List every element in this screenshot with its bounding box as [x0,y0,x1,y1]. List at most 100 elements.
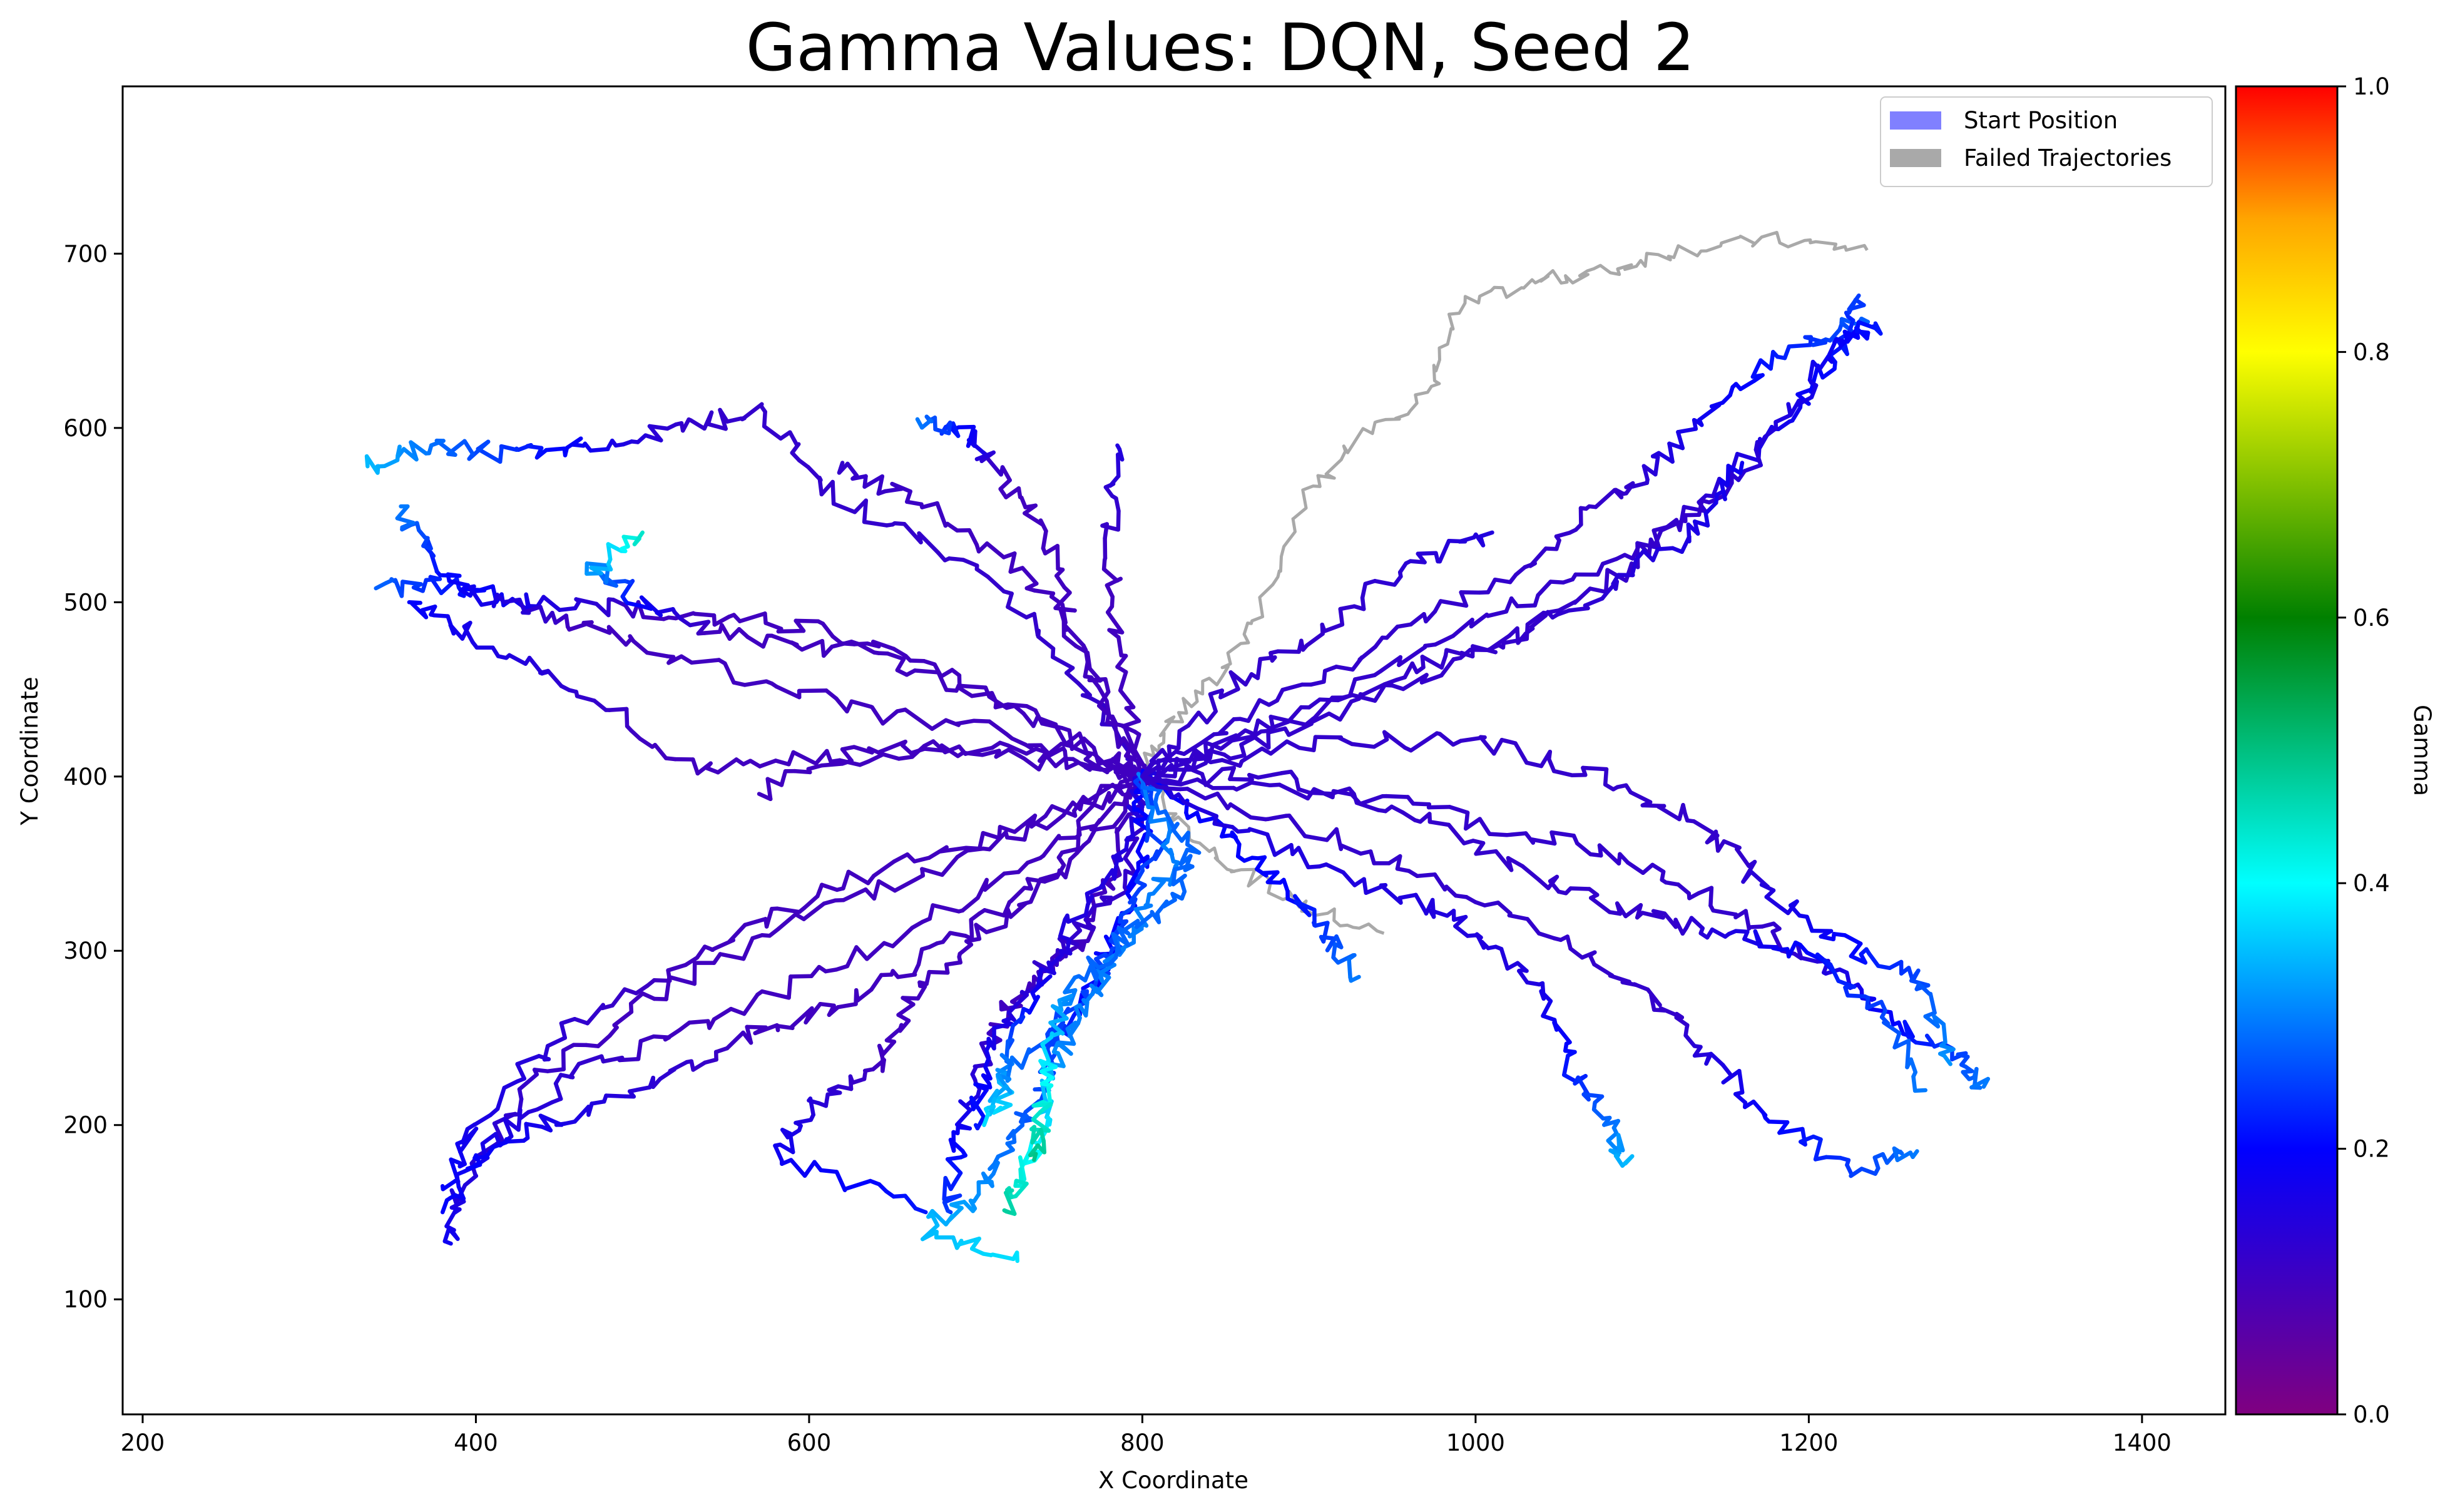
trajectory-2-segment [774,684,802,700]
trajectory-13-segment [802,1160,817,1178]
trajectory-25-segment [1788,903,1802,918]
y-tick-label: 400 [63,764,108,790]
trajectory-9-segment [455,1142,467,1167]
trajectory-16-segment [1058,917,1068,939]
trajectory-29-segment [1774,413,1793,424]
plot-area: 200 400 600 800 1000 1200 1400 100 200 300 400 500… [63,85,2227,1456]
colorbar-gradient [2235,85,2339,1416]
trajectory-9-segment [573,1016,590,1026]
trajectory-9-segment [775,906,802,914]
trajectory-26-segment [1401,810,1417,822]
trajectory-1-segment [957,686,974,698]
trajectory-8-segment [980,748,1001,757]
trajectory-9-segment [841,869,851,891]
trajectory-13-segment [1008,901,1028,919]
trajectory-27-segment [1787,342,1813,349]
trajectory-26-segment [1710,927,1728,939]
trajectory-3-segment [1092,752,1110,769]
trajectory-26-segment [1446,822,1466,845]
trajectory-24-segment [1504,831,1528,837]
trajectory-16-segment [1011,1014,1026,1028]
trajectory-14-segment [948,1138,965,1153]
trajectory-13-segment [1031,877,1043,897]
trajectory-9-segment [998,825,1017,834]
trajectory-17-segment [1135,836,1146,854]
trajectory-15-segment [1083,904,1097,922]
trajectory-4-segment [757,759,778,769]
trajectory-13-segment [974,922,982,941]
trajectory-22-segment [1562,1053,1570,1077]
trajectory-0-segment [830,479,836,506]
trajectory-11-segment [1057,835,1078,840]
trajectory-2-segment [438,573,462,578]
trajectory-23-segment [1721,1068,1742,1085]
trajectory-5-segment [1105,699,1111,716]
trajectory-8-segment [876,739,907,755]
trajectory-23-segment [1777,1126,1805,1135]
trajectory-8-segment [852,745,874,755]
trajectory-23-segment [1692,1052,1712,1058]
trajectory-0-segment [862,519,889,528]
trajectory-29-segment [1763,426,1779,439]
trajectory-24-segment [1575,841,1593,857]
trajectory-26-segment [1325,786,1352,797]
trajectory-26-segment [1689,916,1705,931]
trajectory-12-segment [818,1001,836,1008]
trajectory-24-segment [1973,1066,1979,1088]
trajectory-25-segment [1240,746,1264,764]
trajectory-15-segment [969,1095,986,1120]
x-tick-label: 600 [787,1429,832,1456]
trajectory-3-segment [727,627,742,641]
colorbar: 0.0 0.2 0.4 0.6 0.8 1.0 Gamma [2235,73,2436,1428]
trajectory-12-segment [1043,875,1059,884]
trajectory-23-segment [1525,917,1541,936]
trajectory-27-segment [1424,609,1437,624]
trajectory-11-segment [1016,861,1030,874]
trajectory-7-segment [1088,667,1103,683]
trajectory-13-segment [834,1170,847,1192]
trajectory-5-segment [1043,544,1060,556]
trajectory-31-segment [1457,535,1476,544]
trajectory-10-segment [802,901,827,921]
trajectory-31-segment [1437,539,1451,564]
trajectory-23-segment [1799,1134,1816,1144]
trajectory-12-segment [1076,827,1081,851]
trajectory-22-segment [1194,805,1219,819]
trajectory-31-segment [1255,656,1263,680]
trajectory-2-segment [870,705,885,726]
y-tick-label: 300 [63,937,108,964]
trajectory-31-segment [1140,759,1157,779]
trajectory-10-segment [1091,784,1104,806]
trajectory-27-segment [1769,350,1775,371]
trajectory-24-segment [1902,1019,1911,1040]
trajectory-25-segment [1546,757,1556,774]
trajectory-24-segment [1914,1040,1935,1047]
trajectory-22-segment [1525,980,1542,987]
trajectory-21-segment [1294,899,1317,912]
trajectory-4-segment [773,759,791,767]
trajectory-26-segment [1865,999,1884,1010]
trajectory-11-segment [516,1108,523,1132]
trajectory-12-segment [790,1006,814,1029]
trajectory-29-segment [1218,728,1248,751]
trajectory-23-segment [1496,901,1513,916]
trajectory-30-segment [1529,613,1548,630]
trajectory-18-segment [1134,868,1145,884]
trajectory-9-segment [495,1085,507,1111]
trajectory-25-segment [1581,765,1609,772]
y-tick-label: 200 [63,1112,108,1139]
trajectory-11-segment [1041,834,1061,858]
trajectory-3 [584,530,1145,779]
trajectory-9-segment [441,1178,457,1192]
trajectory-28-segment [1776,419,1792,432]
trajectory-30-segment [1266,726,1287,735]
trajectory-25-segment [1849,941,1863,959]
trajectory-20-segment [1178,877,1187,894]
trajectory-26-segment [1882,1020,1902,1036]
trajectory-23-segment [1824,1155,1842,1160]
colorbar-tick-label: 0.2 [2353,1136,2390,1163]
trajectory-4-segment [1005,743,1029,756]
trajectory-6-segment [1115,443,1122,452]
trajectory-1-segment [393,578,404,598]
trajectory-4-segment [624,707,630,728]
